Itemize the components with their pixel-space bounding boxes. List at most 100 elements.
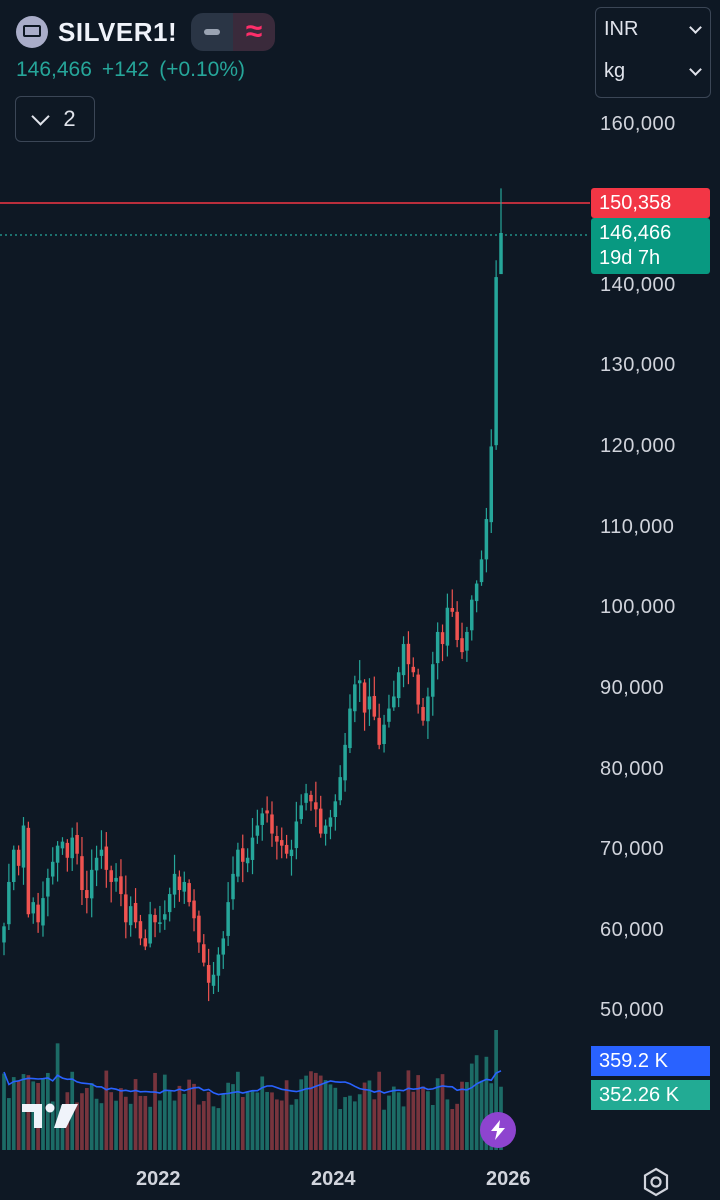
volume-bar [158, 1100, 162, 1150]
candle-body [245, 857, 250, 864]
candle-body [426, 696, 430, 722]
currency-value: INR [604, 18, 639, 40]
volume-bar [255, 1092, 260, 1150]
volume-bar [99, 1103, 104, 1150]
candle-body [255, 825, 260, 836]
symbol-header[interactable]: SILVER1! ≈ [16, 12, 276, 52]
volume-bar [313, 1072, 318, 1150]
candle-body [114, 877, 118, 882]
volume-bar [284, 1080, 289, 1150]
lightning-icon[interactable] [480, 1112, 516, 1148]
candle-body [289, 849, 294, 857]
unit-select[interactable]: kg [604, 60, 702, 83]
candle-body [153, 914, 157, 923]
wave-icon[interactable]: ≈ [233, 13, 276, 51]
volume-bar [221, 1093, 226, 1150]
price-axis-label: 50,000 [600, 999, 665, 1021]
candle-body [362, 682, 367, 713]
candle-body [65, 842, 70, 858]
volume-bar [450, 1109, 455, 1150]
candle-body [431, 664, 435, 697]
volume-bar [406, 1070, 411, 1150]
volume-ma-line [3, 1070, 502, 1096]
volume-bar [94, 1098, 99, 1150]
volume-bar [396, 1092, 401, 1150]
candle-body [328, 817, 333, 827]
volume-bar [309, 1071, 313, 1150]
settings-icon[interactable] [641, 1167, 671, 1197]
time-axis-label: 2024 [311, 1168, 356, 1190]
price-axis-label: 130,000 [600, 354, 676, 376]
volume-bar [192, 1083, 196, 1150]
volume-bar [50, 1101, 55, 1150]
volume-bar [479, 1080, 484, 1150]
candle-body [250, 837, 255, 860]
candle-body [26, 827, 31, 915]
volume-bar [128, 1103, 133, 1150]
volume-bar [236, 1071, 240, 1150]
candle-body [333, 801, 338, 817]
candle-body [304, 793, 308, 803]
candle-body [187, 883, 191, 903]
candle-body [192, 900, 196, 919]
volume-bar [260, 1076, 265, 1150]
candle-body [314, 802, 318, 810]
candle-body [396, 672, 401, 699]
chevron-down-icon [31, 106, 51, 126]
price-axis-label: 80,000 [600, 758, 665, 780]
volume-bar [328, 1084, 333, 1150]
candle-body [119, 876, 123, 895]
candle-body [392, 696, 396, 708]
volume-bar [75, 1102, 79, 1150]
candle-body [148, 914, 152, 944]
candle-body [494, 277, 498, 446]
price-axis-label: 100,000 [600, 596, 676, 618]
volume-bar [104, 1070, 109, 1150]
volume-bar [148, 1106, 153, 1150]
volume-bar [231, 1084, 235, 1150]
candle-body [143, 938, 148, 947]
candle-body [36, 904, 40, 923]
volume-bar [2, 1073, 6, 1150]
volume-bar [279, 1100, 284, 1150]
volume-bar [333, 1087, 338, 1150]
volume-bar [270, 1092, 274, 1150]
volume-bar [318, 1075, 323, 1150]
volume-bar [367, 1080, 372, 1150]
candle-body [206, 965, 211, 983]
volume-bar [31, 1081, 36, 1150]
symbol-name[interactable]: SILVER1! [58, 16, 178, 47]
price-axis-label: 120,000 [600, 435, 676, 457]
volume-bar [177, 1085, 182, 1150]
candle-body [221, 938, 226, 955]
volume-bar [250, 1090, 255, 1150]
volume-bar [323, 1080, 328, 1150]
volume-bar [84, 1087, 89, 1150]
candle-body [109, 870, 113, 882]
tradingview-logo-icon[interactable] [20, 1100, 80, 1132]
candle-body [158, 922, 162, 925]
volume-bar [265, 1091, 269, 1150]
candle-body [440, 632, 445, 645]
volume-bar [357, 1094, 362, 1150]
volume-bar [114, 1100, 118, 1150]
chevron-down-icon [689, 21, 702, 34]
volume-bar [182, 1093, 187, 1150]
volume-bar [474, 1055, 479, 1150]
candle-body [382, 724, 386, 745]
candle-body [338, 777, 342, 801]
unit-selector[interactable]: INR kg [595, 7, 711, 98]
volume-bar [426, 1091, 430, 1150]
volume-bar [352, 1101, 357, 1150]
chart-mode-toggle[interactable]: ≈ [191, 13, 276, 51]
volume-bar [26, 1075, 31, 1150]
minus-icon[interactable] [191, 13, 234, 51]
volume-bar [416, 1075, 421, 1150]
candle-body [231, 873, 235, 900]
candle-body [299, 805, 303, 820]
candle-body [2, 926, 6, 943]
indicators-collapse-button[interactable]: 2 [15, 96, 95, 142]
volume-bar [240, 1097, 245, 1150]
currency-select[interactable]: INR [604, 18, 702, 41]
